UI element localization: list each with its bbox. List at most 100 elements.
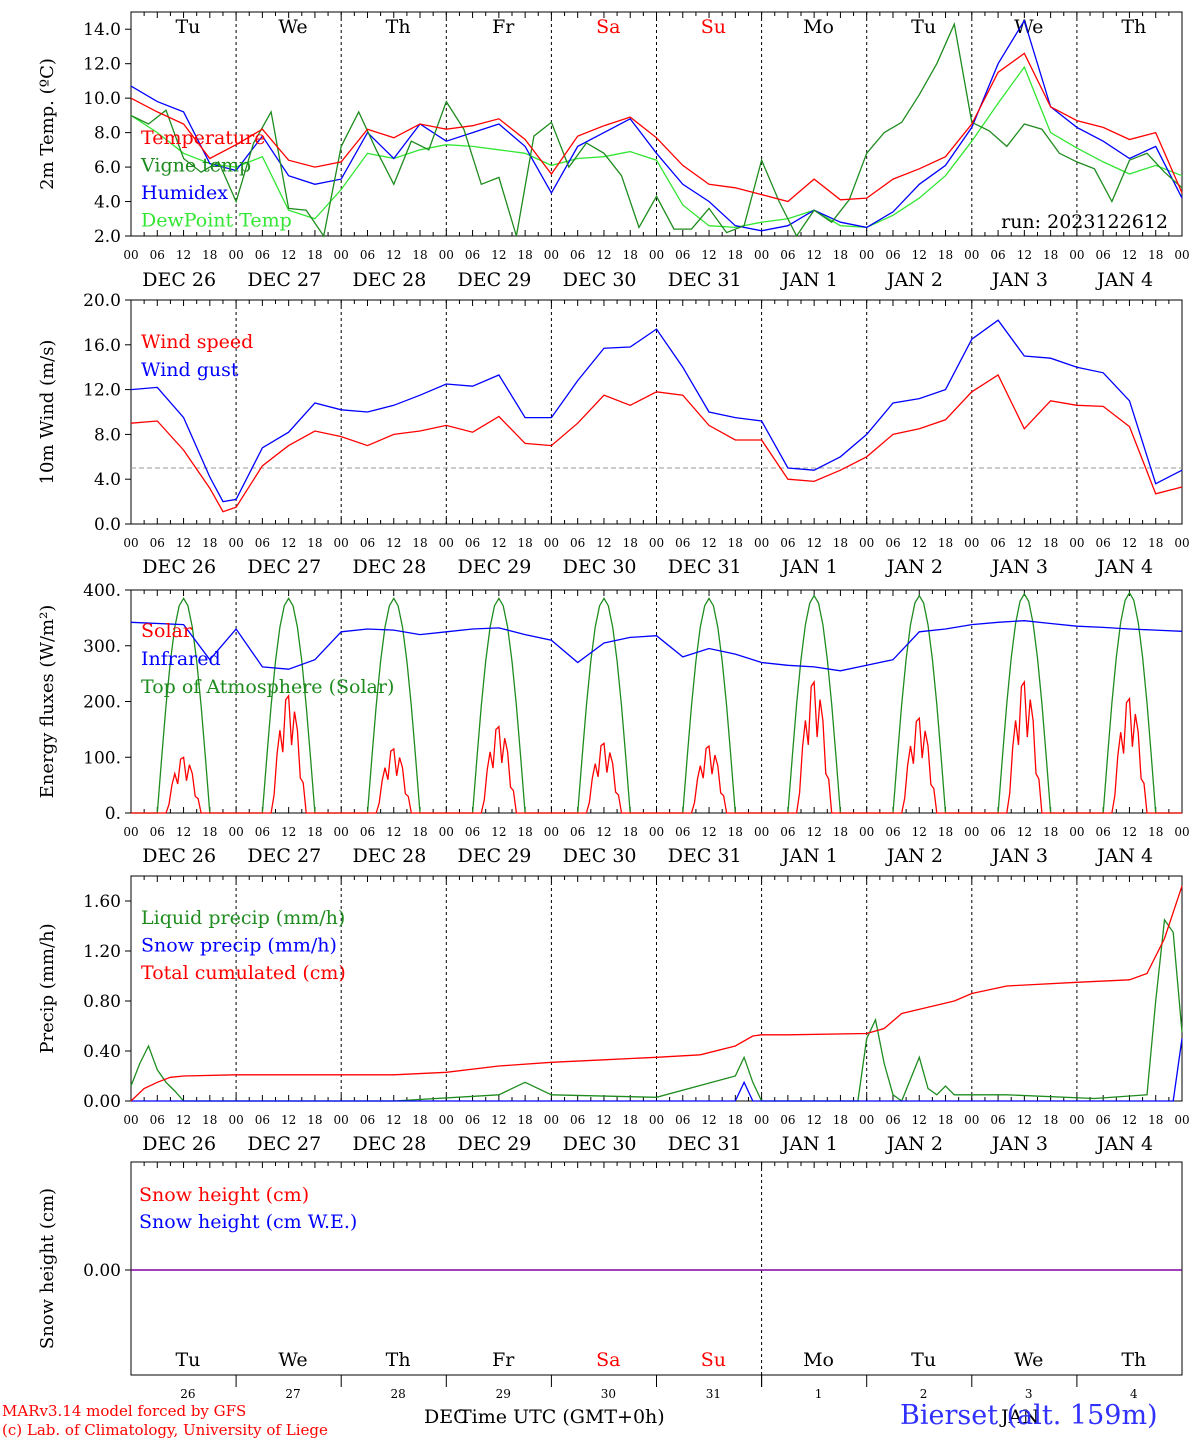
date-label: JAN 2 — [885, 556, 943, 578]
legend-entry: Total cumulated (cm) — [141, 962, 346, 984]
hour-tick-label: 18 — [833, 248, 848, 262]
hour-tick-label: 06 — [780, 248, 795, 262]
panel-2-frame: 00 06 12 18 DEC 26 00 06 12 18 DEC 27 00 06 12 18 DEC … — [123, 299, 1190, 578]
hour-tick-label: 18 — [938, 1113, 953, 1127]
wind-series-line — [130, 319, 1183, 503]
hour-tick-label: 12 — [281, 248, 296, 262]
hour-tick-label: 00 — [754, 825, 769, 839]
hour-tick-label: 12 — [176, 248, 191, 262]
hour-tick-label: 06 — [570, 536, 585, 550]
date-label: DEC 29 — [458, 845, 532, 867]
day-number-label: 4 — [1130, 1387, 1138, 1401]
date-label: JAN 3 — [990, 556, 1048, 578]
date-label: DEC 29 — [458, 1133, 532, 1155]
legend-entry: Snow height (cm) — [139, 1184, 309, 1206]
hour-tick-label: 18 — [938, 248, 953, 262]
hour-tick-label: 12 — [386, 825, 401, 839]
y-axis-label: Snow height (cm) — [37, 1188, 58, 1349]
hour-tick-label: 00 — [439, 1113, 454, 1127]
station-label: Bierset (alt. 159m) — [900, 1400, 1158, 1431]
hour-tick-label: 18 — [307, 536, 322, 550]
hour-tick-label: 00 — [439, 825, 454, 839]
hour-tick-label: 18 — [412, 825, 427, 839]
date-label: JAN 3 — [990, 845, 1048, 867]
date-label: DEC 28 — [352, 1133, 426, 1155]
legend-entry: Snow height (cm W.E.) — [139, 1211, 357, 1233]
hour-tick-label: 00 — [649, 825, 664, 839]
hour-tick-label: 18 — [623, 1113, 638, 1127]
date-label: JAN 4 — [1095, 1133, 1153, 1155]
legend-entry: Vigne temp — [140, 155, 251, 177]
credit-line-2: (c) Lab. of Climatology, University of L… — [2, 1421, 328, 1439]
hour-tick-label: 00 — [334, 248, 349, 262]
hour-tick-label: 12 — [912, 1113, 927, 1127]
hour-tick-label: 06 — [885, 825, 900, 839]
hour-tick-label: 00 — [334, 536, 349, 550]
hour-tick-label: 18 — [833, 1113, 848, 1127]
hour-tick-label: 00 — [859, 536, 874, 550]
hour-tick-label: 12 — [807, 825, 822, 839]
legend-entry: Liquid precip (mm/h) — [141, 907, 345, 929]
hour-tick-label: 12 — [1017, 248, 1032, 262]
day-number-label: 30 — [601, 1387, 616, 1401]
hour-tick-label: 18 — [517, 825, 532, 839]
hour-tick-label: 18 — [202, 825, 217, 839]
date-label: DEC 29 — [458, 269, 532, 291]
date-label: DEC 29 — [458, 556, 532, 578]
infrared-line — [130, 620, 1183, 672]
hour-tick-label: 12 — [1017, 825, 1032, 839]
panel-3-yaxis: 400. 300. 200. 100. 0. Energy fluxes (W/m²) — [37, 581, 131, 824]
y-tick-label: 0.40 — [83, 1042, 121, 1062]
date-label: DEC 31 — [668, 556, 742, 578]
weekday-label: Tu — [911, 16, 936, 38]
y-tick-label: 12.0 — [83, 55, 121, 75]
hour-tick-label: 00 — [1174, 1113, 1189, 1127]
hour-tick-label: 06 — [465, 1113, 480, 1127]
precip-series-line — [130, 885, 1183, 1102]
hour-tick-label: 18 — [623, 825, 638, 839]
hour-tick-label: 00 — [544, 248, 559, 262]
hour-tick-label: 12 — [176, 1113, 191, 1127]
date-label: DEC 30 — [563, 1133, 637, 1155]
hour-tick-label: 00 — [228, 248, 243, 262]
weekday-label: We — [278, 1349, 307, 1371]
hour-tick-label: 00 — [1174, 825, 1189, 839]
y-axis-label: Precip (mm/h) — [37, 923, 58, 1053]
dec-month-label: DEC — [424, 1406, 468, 1428]
hour-tick-label: 06 — [360, 1113, 375, 1127]
date-label: DEC 27 — [247, 845, 321, 867]
date-label: JAN 2 — [885, 845, 943, 867]
hour-tick-label: 12 — [281, 825, 296, 839]
hour-tick-label: 12 — [701, 825, 716, 839]
hour-tick-label: 18 — [938, 825, 953, 839]
hour-tick-label: 00 — [964, 248, 979, 262]
hour-tick-label: 06 — [150, 1113, 165, 1127]
weekday-label: Sa — [596, 1349, 620, 1371]
legend-entry: DewPoint Temp — [141, 210, 292, 232]
legend-entry: Snow precip (mm/h) — [141, 935, 337, 957]
hour-tick-label: 06 — [675, 536, 690, 550]
hour-tick-label: 18 — [1043, 825, 1058, 839]
hour-tick-label: 00 — [649, 1113, 664, 1127]
hour-tick-label: 06 — [885, 1113, 900, 1127]
date-label: DEC 27 — [247, 269, 321, 291]
hour-tick-label: 00 — [544, 536, 559, 550]
hour-tick-label: 06 — [360, 825, 375, 839]
panel-1-yaxis: 14.0 12.0 10.0 8.0 6.0 4.0 2.0 2m Temp. (ºC) — [37, 20, 131, 247]
hour-tick-label: 12 — [912, 825, 927, 839]
hour-tick-label: 06 — [885, 536, 900, 550]
hour-tick-label: 18 — [1043, 536, 1058, 550]
hour-tick-label: 06 — [1096, 536, 1111, 550]
panel-2-yaxis: 20.0 16.0 12.0 8.0 4.0 0.0 10m Wind (m/s) — [37, 291, 131, 535]
date-label: JAN 1 — [780, 556, 838, 578]
weekday-label: Th — [386, 1349, 411, 1371]
legend-entry: Humidex — [141, 182, 228, 204]
weekday-label: Mo — [803, 16, 834, 38]
hour-tick-label: 12 — [1017, 536, 1032, 550]
hour-tick-label: 06 — [570, 248, 585, 262]
hour-tick-label: 00 — [1174, 248, 1189, 262]
run-label: run: 2023122612 — [1001, 211, 1168, 233]
date-label: DEC 26 — [142, 845, 216, 867]
hour-tick-label: 18 — [1148, 1113, 1163, 1127]
hour-tick-label: 06 — [465, 248, 480, 262]
